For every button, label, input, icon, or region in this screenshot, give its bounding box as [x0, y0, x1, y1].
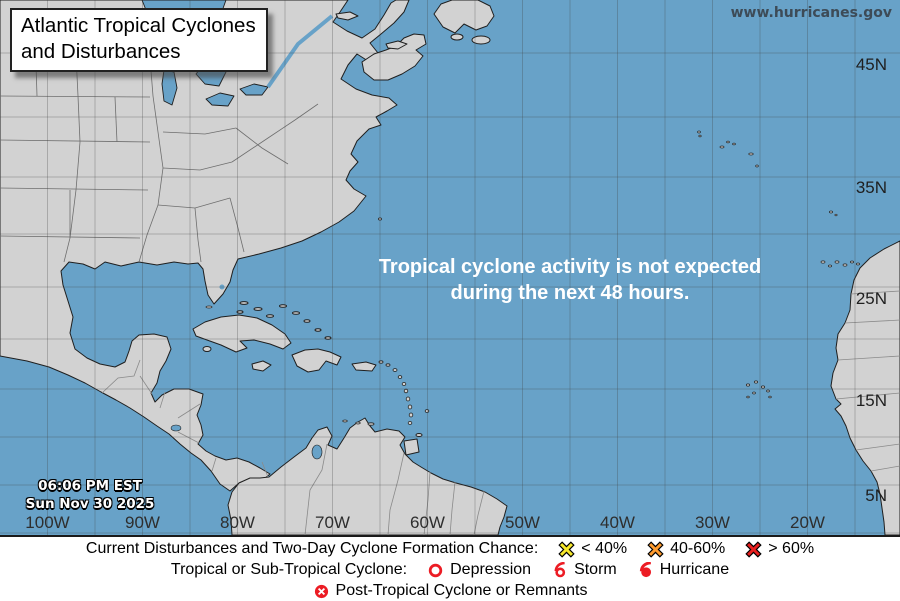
- lon-label-30w: 30W: [695, 513, 730, 532]
- tobago: [415, 433, 423, 437]
- hurricane-label: Hurricane: [659, 561, 730, 578]
- legend-row-post-tropical: Post-Tropical Cyclone or Remnants: [0, 581, 900, 601]
- hispaniola: [291, 348, 342, 373]
- lake-nicaragua: [170, 424, 182, 432]
- legend-row-formation-chance: Current Disturbances and Two-Day Cyclone…: [0, 539, 900, 559]
- atlantic-basin-map: 100W 90W 80W 70W 60W 50W 40W 30W 20W 45N…: [0, 0, 900, 537]
- lon-label-80w: 80W: [220, 513, 255, 532]
- lake-maracaibo: [311, 444, 323, 460]
- cuba: [192, 314, 292, 353]
- newfoundland-islet: [450, 33, 464, 41]
- puerto-rico: [351, 361, 377, 372]
- legend-row-cyclone-types: Tropical or Sub-Tropical Cyclone: Depres…: [0, 560, 900, 580]
- cyclone-type-label: Tropical or Sub-Tropical Cyclone:: [170, 561, 408, 578]
- depression-icon: [428, 563, 443, 577]
- lat-label-25n: 25N: [855, 289, 887, 308]
- lesser-antilles: [342, 360, 430, 426]
- depression-label: Depression: [450, 561, 532, 578]
- chance-high-label: > 60%: [768, 540, 815, 557]
- isle-of-youth: [202, 346, 212, 352]
- graticule: [0, 0, 900, 535]
- africa: [830, 240, 900, 535]
- x-red-icon: [745, 540, 762, 558]
- map-title-line1: Atlantic Tropical Cyclones: [21, 14, 256, 37]
- trinidad: [403, 438, 420, 456]
- legend: Current Disturbances and Two-Day Cyclone…: [0, 537, 900, 601]
- map-title-line2: and Disturbances: [21, 40, 181, 64]
- chance-medium-label: 40-60%: [670, 540, 726, 557]
- lat-label-35n: 35N: [855, 178, 887, 197]
- post-tropical-item: Post-Tropical Cyclone or Remnants: [313, 582, 588, 600]
- map-canvas: [0, 0, 900, 535]
- x-yellow-icon: [558, 540, 575, 558]
- formation-chance-label: Current Disturbances and Two-Day Cyclone…: [85, 540, 539, 557]
- cape-verde-islands: [745, 380, 772, 399]
- hurricane-icon: [639, 561, 651, 577]
- newfoundland-islet: [471, 35, 491, 45]
- land-masses: [0, 0, 900, 535]
- lake-ontario: [239, 83, 269, 96]
- bermuda: [378, 217, 382, 221]
- chance-low-item: < 40%: [558, 540, 627, 558]
- lon-label-100w: 100W: [25, 513, 70, 532]
- post-tropical-icon: [314, 584, 328, 598]
- lon-label-70w: 70W: [315, 513, 350, 532]
- chance-low-label: < 40%: [581, 540, 628, 557]
- lat-label-5n: 5N: [865, 486, 887, 505]
- outlook-message-line1: Tropical cyclone activity is not expecte…: [378, 256, 762, 278]
- lon-label-40w: 40W: [600, 513, 635, 532]
- lon-label-50w: 50W: [505, 513, 540, 532]
- azores: [697, 130, 759, 168]
- depression-item: Depression: [427, 561, 531, 579]
- lat-label-15n: 15N: [855, 391, 887, 410]
- lake-okeechobee: [219, 284, 225, 290]
- post-tropical-label: Post-Tropical Cyclone or Remnants: [335, 582, 588, 599]
- st-lawrence-river: [266, 14, 334, 89]
- website-label: www.hurricanes.gov: [730, 5, 892, 21]
- outlook-message: Tropical cyclone activity is not expecte…: [310, 254, 830, 307]
- bahamas: [236, 301, 332, 340]
- prince-edward-island: [385, 40, 408, 50]
- x-orange-icon: [647, 540, 664, 558]
- map-title: Atlantic Tropical Cyclones and Disturban…: [10, 8, 268, 73]
- country-borders: [101, 290, 900, 535]
- anticosti-island: [335, 11, 359, 21]
- newfoundland: [433, 0, 495, 34]
- storm-icon: [554, 561, 566, 577]
- lon-label-90w: 90W: [125, 513, 160, 532]
- jamaica: [251, 360, 272, 372]
- canary-islands: [820, 260, 860, 268]
- chance-medium-item: 40-60%: [647, 540, 725, 558]
- issuance-date: Sun Nov 30 2025: [25, 496, 155, 513]
- madeira: [829, 210, 838, 217]
- lake-erie: [205, 92, 235, 107]
- outlook-message-line2: during the next 48 hours.: [450, 282, 690, 305]
- florida-keys: [205, 305, 213, 309]
- issuance-time: 06:06 PM EST: [38, 478, 142, 494]
- lon-label-60w: 60W: [410, 513, 445, 532]
- hurricane-item: Hurricane: [637, 561, 729, 579]
- storm-item: Storm: [551, 561, 617, 579]
- lat-label-45n: 45N: [855, 55, 887, 74]
- issuance-timestamp: 06:06 PM EST Sun Nov 30 2025: [16, 477, 164, 513]
- chance-high-item: > 60%: [745, 540, 814, 558]
- storm-label: Storm: [574, 561, 617, 578]
- south-america: [227, 417, 508, 535]
- lon-label-20w: 20W: [790, 513, 825, 532]
